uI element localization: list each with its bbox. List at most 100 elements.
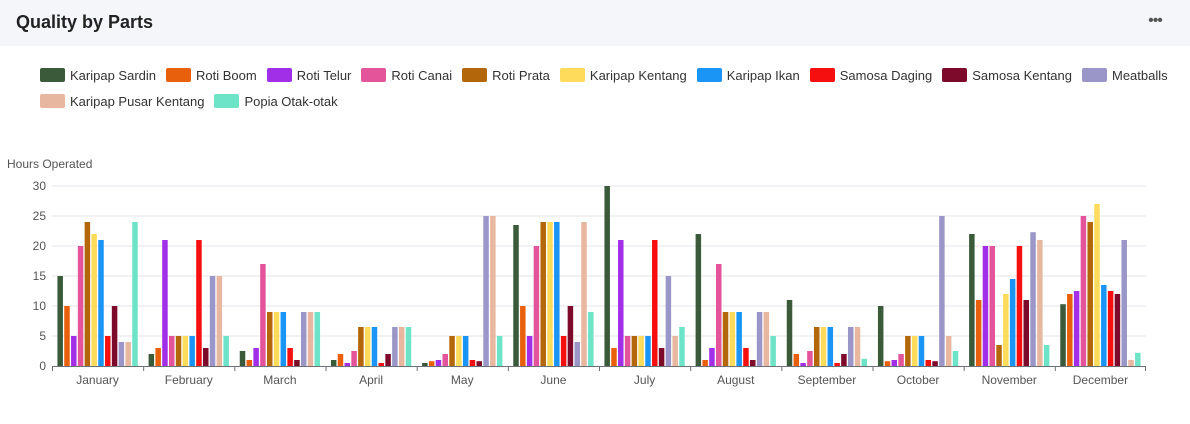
- bar: [300, 312, 307, 366]
- y-tick-label: 30: [33, 179, 47, 193]
- bar: [925, 360, 932, 366]
- x-tick-label: October: [897, 373, 940, 387]
- legend-item[interactable]: Roti Prata: [462, 66, 550, 84]
- legend-item[interactable]: Popia Otak-otak: [214, 92, 338, 110]
- bar: [456, 336, 462, 366]
- bar: [435, 360, 442, 366]
- bar: [169, 336, 175, 366]
- bar: [877, 306, 884, 366]
- bar: [246, 360, 253, 366]
- bar: [476, 361, 482, 366]
- bar: [800, 363, 806, 366]
- legend-item[interactable]: Karipap Pusar Kentang: [40, 92, 204, 110]
- bar: [574, 342, 580, 366]
- bar: [932, 361, 938, 366]
- x-tick-label: September: [798, 373, 857, 387]
- legend-swatch: [214, 94, 240, 108]
- x-tick-label: April: [359, 373, 383, 387]
- bar: [442, 354, 448, 366]
- bar: [266, 312, 273, 366]
- bar: [162, 240, 168, 366]
- legend-swatch: [559, 68, 585, 82]
- bar: [84, 222, 91, 366]
- legend-label: Popia Otak-otak: [244, 93, 338, 109]
- bar: [1080, 216, 1087, 366]
- bar: [307, 312, 314, 366]
- legend-swatch: [166, 68, 191, 82]
- bar: [1043, 345, 1050, 366]
- bar: [364, 327, 371, 366]
- bar: [736, 312, 742, 366]
- bar-chart: 0 5 10 15 20 25 30 January February March April May…: [33, 179, 1146, 387]
- bar: [1073, 291, 1080, 366]
- bar: [239, 351, 246, 366]
- x-tick-label: March: [263, 373, 296, 387]
- legend-label: Roti Prata: [492, 67, 550, 83]
- y-tick-label: 15: [33, 269, 47, 283]
- legend-item[interactable]: Karipap Kentang: [559, 66, 687, 84]
- bar: [709, 348, 715, 366]
- bar: [588, 312, 594, 366]
- bar: [469, 360, 476, 366]
- bar: [428, 361, 435, 366]
- bar: [371, 327, 378, 366]
- legend-swatch: [266, 68, 292, 82]
- legend-item[interactable]: Roti Telur: [266, 66, 351, 84]
- bar: [581, 222, 587, 366]
- legend-label: Samosa Kentang: [972, 67, 1072, 83]
- bar: [722, 312, 729, 366]
- bar: [351, 351, 357, 366]
- bar: [763, 312, 770, 366]
- bar: [884, 361, 891, 366]
- legend-label: Karipap Pusar Kentang: [70, 93, 205, 109]
- x-tick-label: May: [451, 373, 474, 387]
- legend-item[interactable]: Samosa Kentang: [942, 66, 1072, 84]
- bar: [1121, 240, 1127, 366]
- legend-swatch: [1082, 68, 1107, 82]
- bar: [118, 342, 125, 366]
- legend-item[interactable]: Samosa Daging: [809, 66, 932, 84]
- bar: [405, 327, 412, 366]
- bar: [665, 276, 672, 366]
- bar: [71, 336, 77, 366]
- bar: [57, 276, 63, 366]
- bar: [422, 363, 428, 366]
- bar: [540, 222, 546, 366]
- legend-label: Meatballs: [1112, 67, 1168, 83]
- legend-item[interactable]: Karipap Ikan: [696, 66, 800, 84]
- bar: [1087, 222, 1093, 366]
- chart-header: Quality by Parts •••: [0, 0, 1190, 46]
- bar: [679, 327, 685, 366]
- bar: [604, 186, 610, 366]
- bar: [618, 240, 624, 366]
- bar: [560, 336, 567, 366]
- bar: [847, 327, 854, 366]
- bar: [645, 336, 651, 366]
- more-options-icon[interactable]: •••: [1148, 12, 1163, 29]
- bar: [253, 348, 259, 366]
- bar: [533, 246, 540, 366]
- bar: [526, 336, 533, 366]
- legend-item[interactable]: Roti Canai: [361, 66, 452, 84]
- bar: [1107, 291, 1114, 366]
- bar: [344, 363, 351, 366]
- x-tick-label: June: [540, 373, 566, 387]
- legend-item[interactable]: Roti Boom: [166, 66, 257, 84]
- bar: [358, 327, 364, 366]
- bar: [294, 360, 300, 366]
- legend-item[interactable]: Meatballs: [1082, 66, 1168, 84]
- x-tick-label: November: [982, 373, 1037, 387]
- legend-label: Karipap Ikan: [726, 67, 800, 83]
- legend-item[interactable]: Karipap Sardin: [40, 66, 156, 84]
- bar: [182, 336, 189, 366]
- bar: [918, 336, 925, 366]
- bar: [223, 336, 229, 366]
- legend-swatch: [40, 94, 65, 108]
- legend-swatch: [696, 68, 722, 82]
- bar: [314, 312, 321, 366]
- bar: [554, 222, 560, 366]
- bar: [91, 234, 97, 366]
- bar: [743, 348, 749, 366]
- bar: [841, 354, 847, 366]
- bar: [756, 312, 763, 366]
